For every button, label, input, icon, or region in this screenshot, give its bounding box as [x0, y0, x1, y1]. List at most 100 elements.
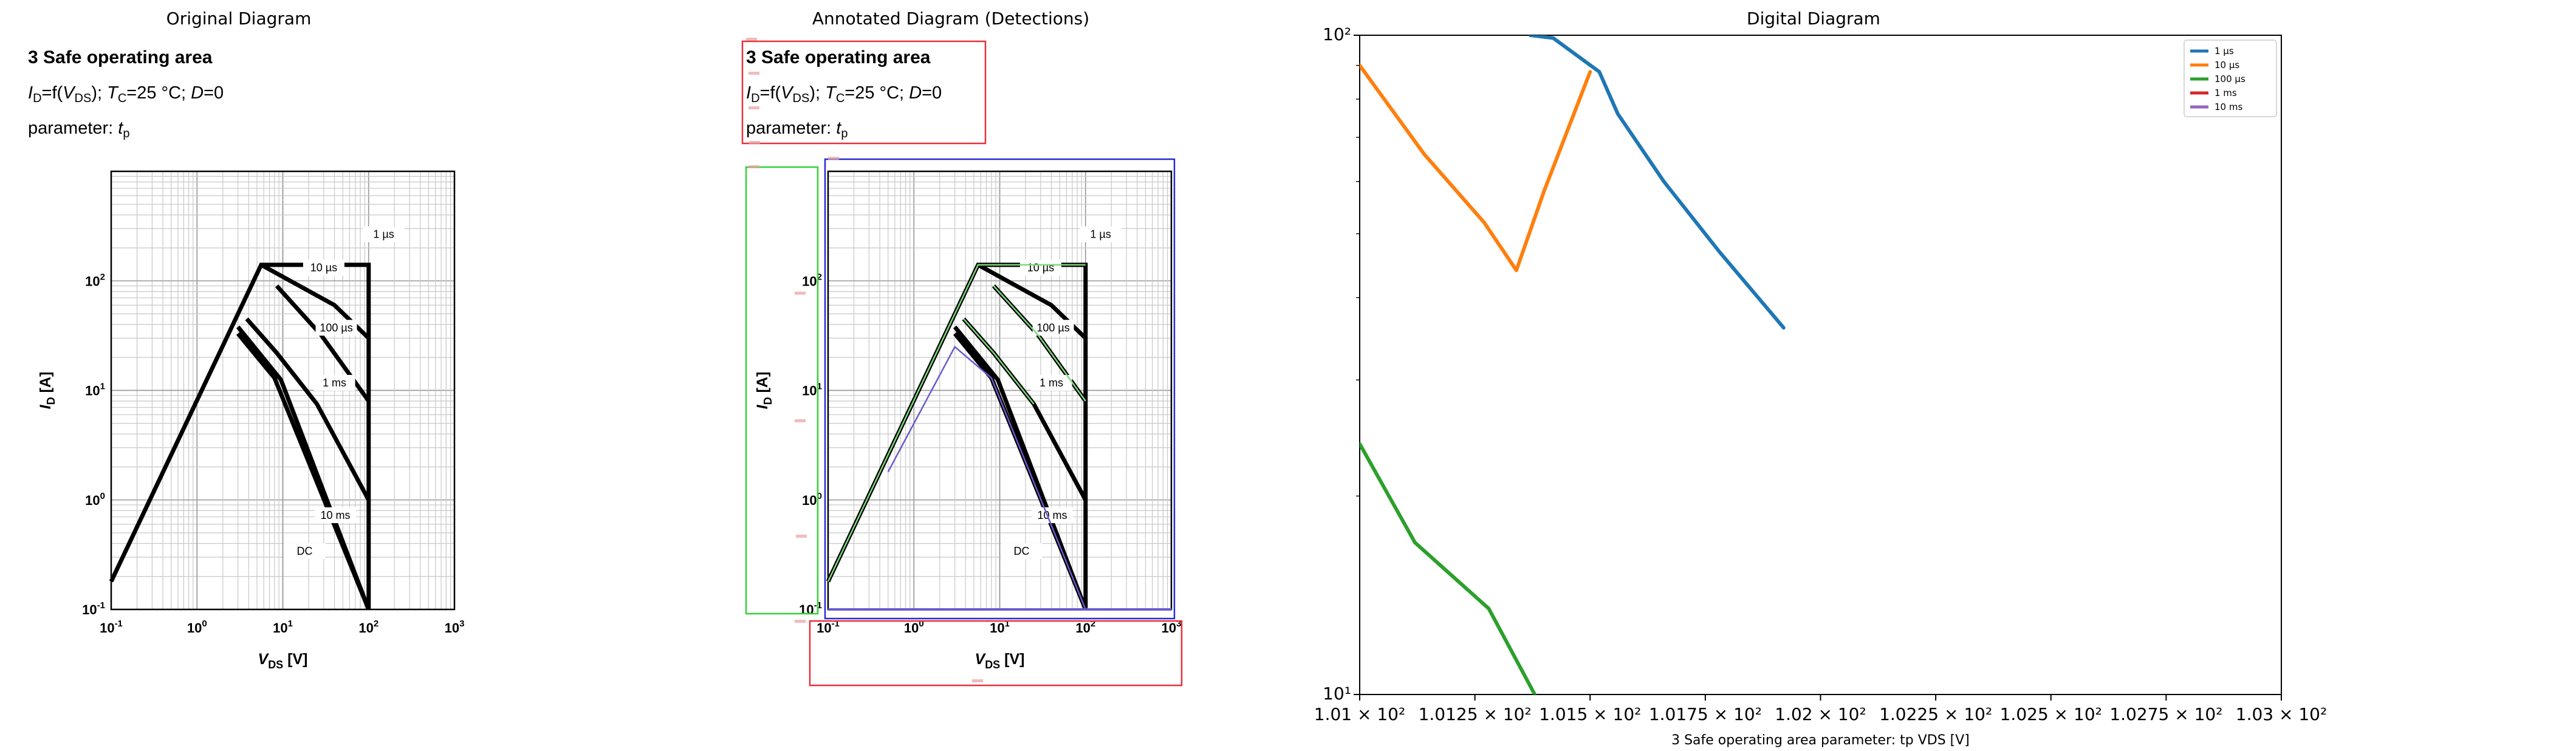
grid — [111, 171, 455, 610]
curve-label-bg — [1019, 259, 1061, 276]
detection-marker — [748, 106, 759, 109]
soa-curve-DC — [236, 332, 371, 611]
detection-marker — [795, 620, 806, 623]
tick-base: 10 — [802, 383, 817, 399]
x-tick-label: 1.0225 × 10² — [1879, 704, 1992, 724]
soa-curve-10-ms — [953, 325, 1088, 611]
tick-exp: 0 — [919, 619, 923, 629]
axis-var: I — [37, 404, 54, 409]
curve-label: 1 µs — [373, 228, 394, 241]
y-tick-label: 102 — [802, 272, 822, 289]
detection-marker — [795, 292, 806, 295]
x-tick-label: 1.03 × 10² — [2236, 704, 2327, 724]
tick-base: 10 — [100, 620, 114, 636]
detection-box-y-axis — [745, 166, 819, 615]
tick-exp: 0 — [202, 619, 207, 629]
legend: 1 µs 10 µs 100 µs 1 ms 10 ms — [2184, 39, 2277, 117]
curve-label-bg — [1030, 375, 1072, 391]
plot-frame — [110, 170, 456, 611]
x-tick-label: 1.0175 × 10² — [1649, 704, 1762, 724]
y-tick-label: 10¹ — [1323, 684, 1351, 704]
axis-sub: D — [45, 397, 57, 405]
datasheet-parameter: parameter: tp — [28, 118, 129, 140]
axis-sub: DS — [985, 659, 1000, 671]
datasheet-header-copy: 3 Safe operating area ID=f(VDS); TC=25 °… — [746, 47, 942, 140]
soa-curve-10-ms — [236, 325, 371, 611]
x-tick-label: 102 — [1075, 619, 1095, 636]
curve-label-bg — [303, 259, 344, 276]
curve-label: 10 µs — [310, 261, 337, 273]
y-tick-label: 10² — [1323, 24, 1351, 44]
curve-label: 1 ms — [1040, 377, 1063, 389]
tick-exp: 3 — [459, 619, 464, 629]
curve-label-bg — [1032, 320, 1074, 336]
tick-base: 10 — [273, 620, 287, 636]
tick-base: 10 — [802, 273, 817, 289]
curve-label: 1 µs — [1090, 228, 1111, 241]
curve-label: DC — [1014, 545, 1030, 557]
x-tick-label: 1.02 × 10² — [1775, 704, 1866, 724]
annotated-diagram: 3 Safe operating area ID=f(VDS); TC=25 °… — [741, 38, 1183, 687]
tick-exp: 1 — [1005, 619, 1010, 629]
x-axis-label: 3 Safe operating area parameter: tp VDS … — [1671, 733, 1970, 748]
y-tick-label: 101 — [85, 382, 105, 399]
series-line-100-us — [1360, 442, 1537, 694]
x-tick-label: 1.025 × 10² — [2000, 704, 2102, 724]
detection-box-title — [741, 40, 987, 145]
x-tick-label: 103 — [445, 619, 465, 636]
curve-label-bg — [1001, 543, 1043, 559]
legend-entry: 1 ms — [2215, 87, 2237, 98]
tick-exp: 2 — [374, 619, 379, 629]
curve-label: 1 ms — [323, 377, 346, 389]
curve-label-bg — [315, 320, 357, 336]
x-tick-label: 1.015 × 10² — [1539, 704, 1641, 724]
tick-base: 10 — [990, 620, 1004, 636]
series-line-1-us — [1528, 35, 1786, 330]
datasheet-heading-copy: 3 Safe operating area — [746, 47, 931, 67]
curve-label: 100 µs — [1036, 321, 1069, 334]
curve-label-bg — [284, 543, 326, 559]
y-axis-label: ID [A] — [37, 372, 57, 410]
tick-base: 10 — [85, 383, 100, 399]
curve-label-bg — [1032, 507, 1074, 523]
curve-label: 100 µs — [320, 321, 352, 334]
tick-base: 10 — [82, 602, 97, 617]
datasheet-header: 3 Safe operating area ID=f(VDS); TC=25 °… — [28, 47, 224, 140]
tick-base: 10 — [85, 493, 100, 508]
axis-sub: DS — [268, 659, 283, 671]
tick-exp: 3 — [1176, 619, 1181, 629]
x-tick-label: 100 — [904, 619, 924, 636]
curve-label: 10 ms — [321, 509, 351, 521]
soa-curve-1-us — [826, 262, 1088, 609]
y-tick-label: 102 — [85, 272, 105, 289]
tick-exp: 2 — [817, 272, 822, 282]
datasheet-heading: 3 Safe operating area — [28, 47, 213, 67]
curve-label-bg — [1080, 226, 1122, 242]
detection-overlay-line — [827, 264, 1086, 582]
detection-marker — [828, 157, 839, 160]
plot-frame — [1359, 35, 2282, 695]
axis-unit: [A] — [37, 372, 54, 397]
soa-curve-10-us — [260, 262, 371, 340]
soa-curve-1-ms — [245, 317, 371, 501]
tick-exp: 2 — [1091, 619, 1095, 629]
tick-base: 10 — [802, 493, 817, 508]
tick-base: 10 — [85, 273, 100, 289]
legend-entry: 10 µs — [2215, 60, 2239, 70]
soa-curve-10-us — [977, 262, 1088, 340]
series-line-10-us — [1360, 63, 1592, 272]
tick-exp: -1 — [115, 619, 123, 629]
y-tick-label: 101 — [802, 382, 822, 399]
curve-label: 10 ms — [1038, 509, 1067, 521]
tick-exp: 0 — [100, 491, 105, 501]
x-tick-label: 101 — [273, 619, 293, 636]
digital-diagram: 1.01 × 10² 1.0125 × 10² 1.015 × 10² 1.0175 … — [1314, 24, 2327, 748]
detection-box-plot — [824, 158, 1176, 620]
legend-entry: 1 µs — [2215, 46, 2234, 57]
tick-exp: 1 — [100, 382, 105, 392]
tick-exp: 1 — [288, 619, 293, 629]
curve-label: DC — [297, 545, 313, 557]
legend-box — [2184, 39, 2277, 117]
series-group — [1360, 35, 1786, 694]
